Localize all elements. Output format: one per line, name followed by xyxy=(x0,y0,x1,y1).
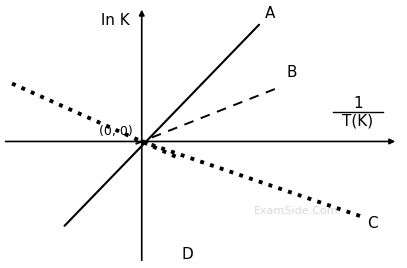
Text: (0, 0): (0, 0) xyxy=(99,125,132,138)
Text: T(K): T(K) xyxy=(342,114,374,129)
Text: ExamSide.Com: ExamSide.Com xyxy=(254,206,338,216)
Text: A: A xyxy=(265,6,276,21)
Text: D: D xyxy=(182,247,194,262)
Text: C: C xyxy=(367,216,378,231)
Text: B: B xyxy=(287,65,298,80)
Text: ln K: ln K xyxy=(101,13,129,28)
Text: 1: 1 xyxy=(353,96,363,111)
